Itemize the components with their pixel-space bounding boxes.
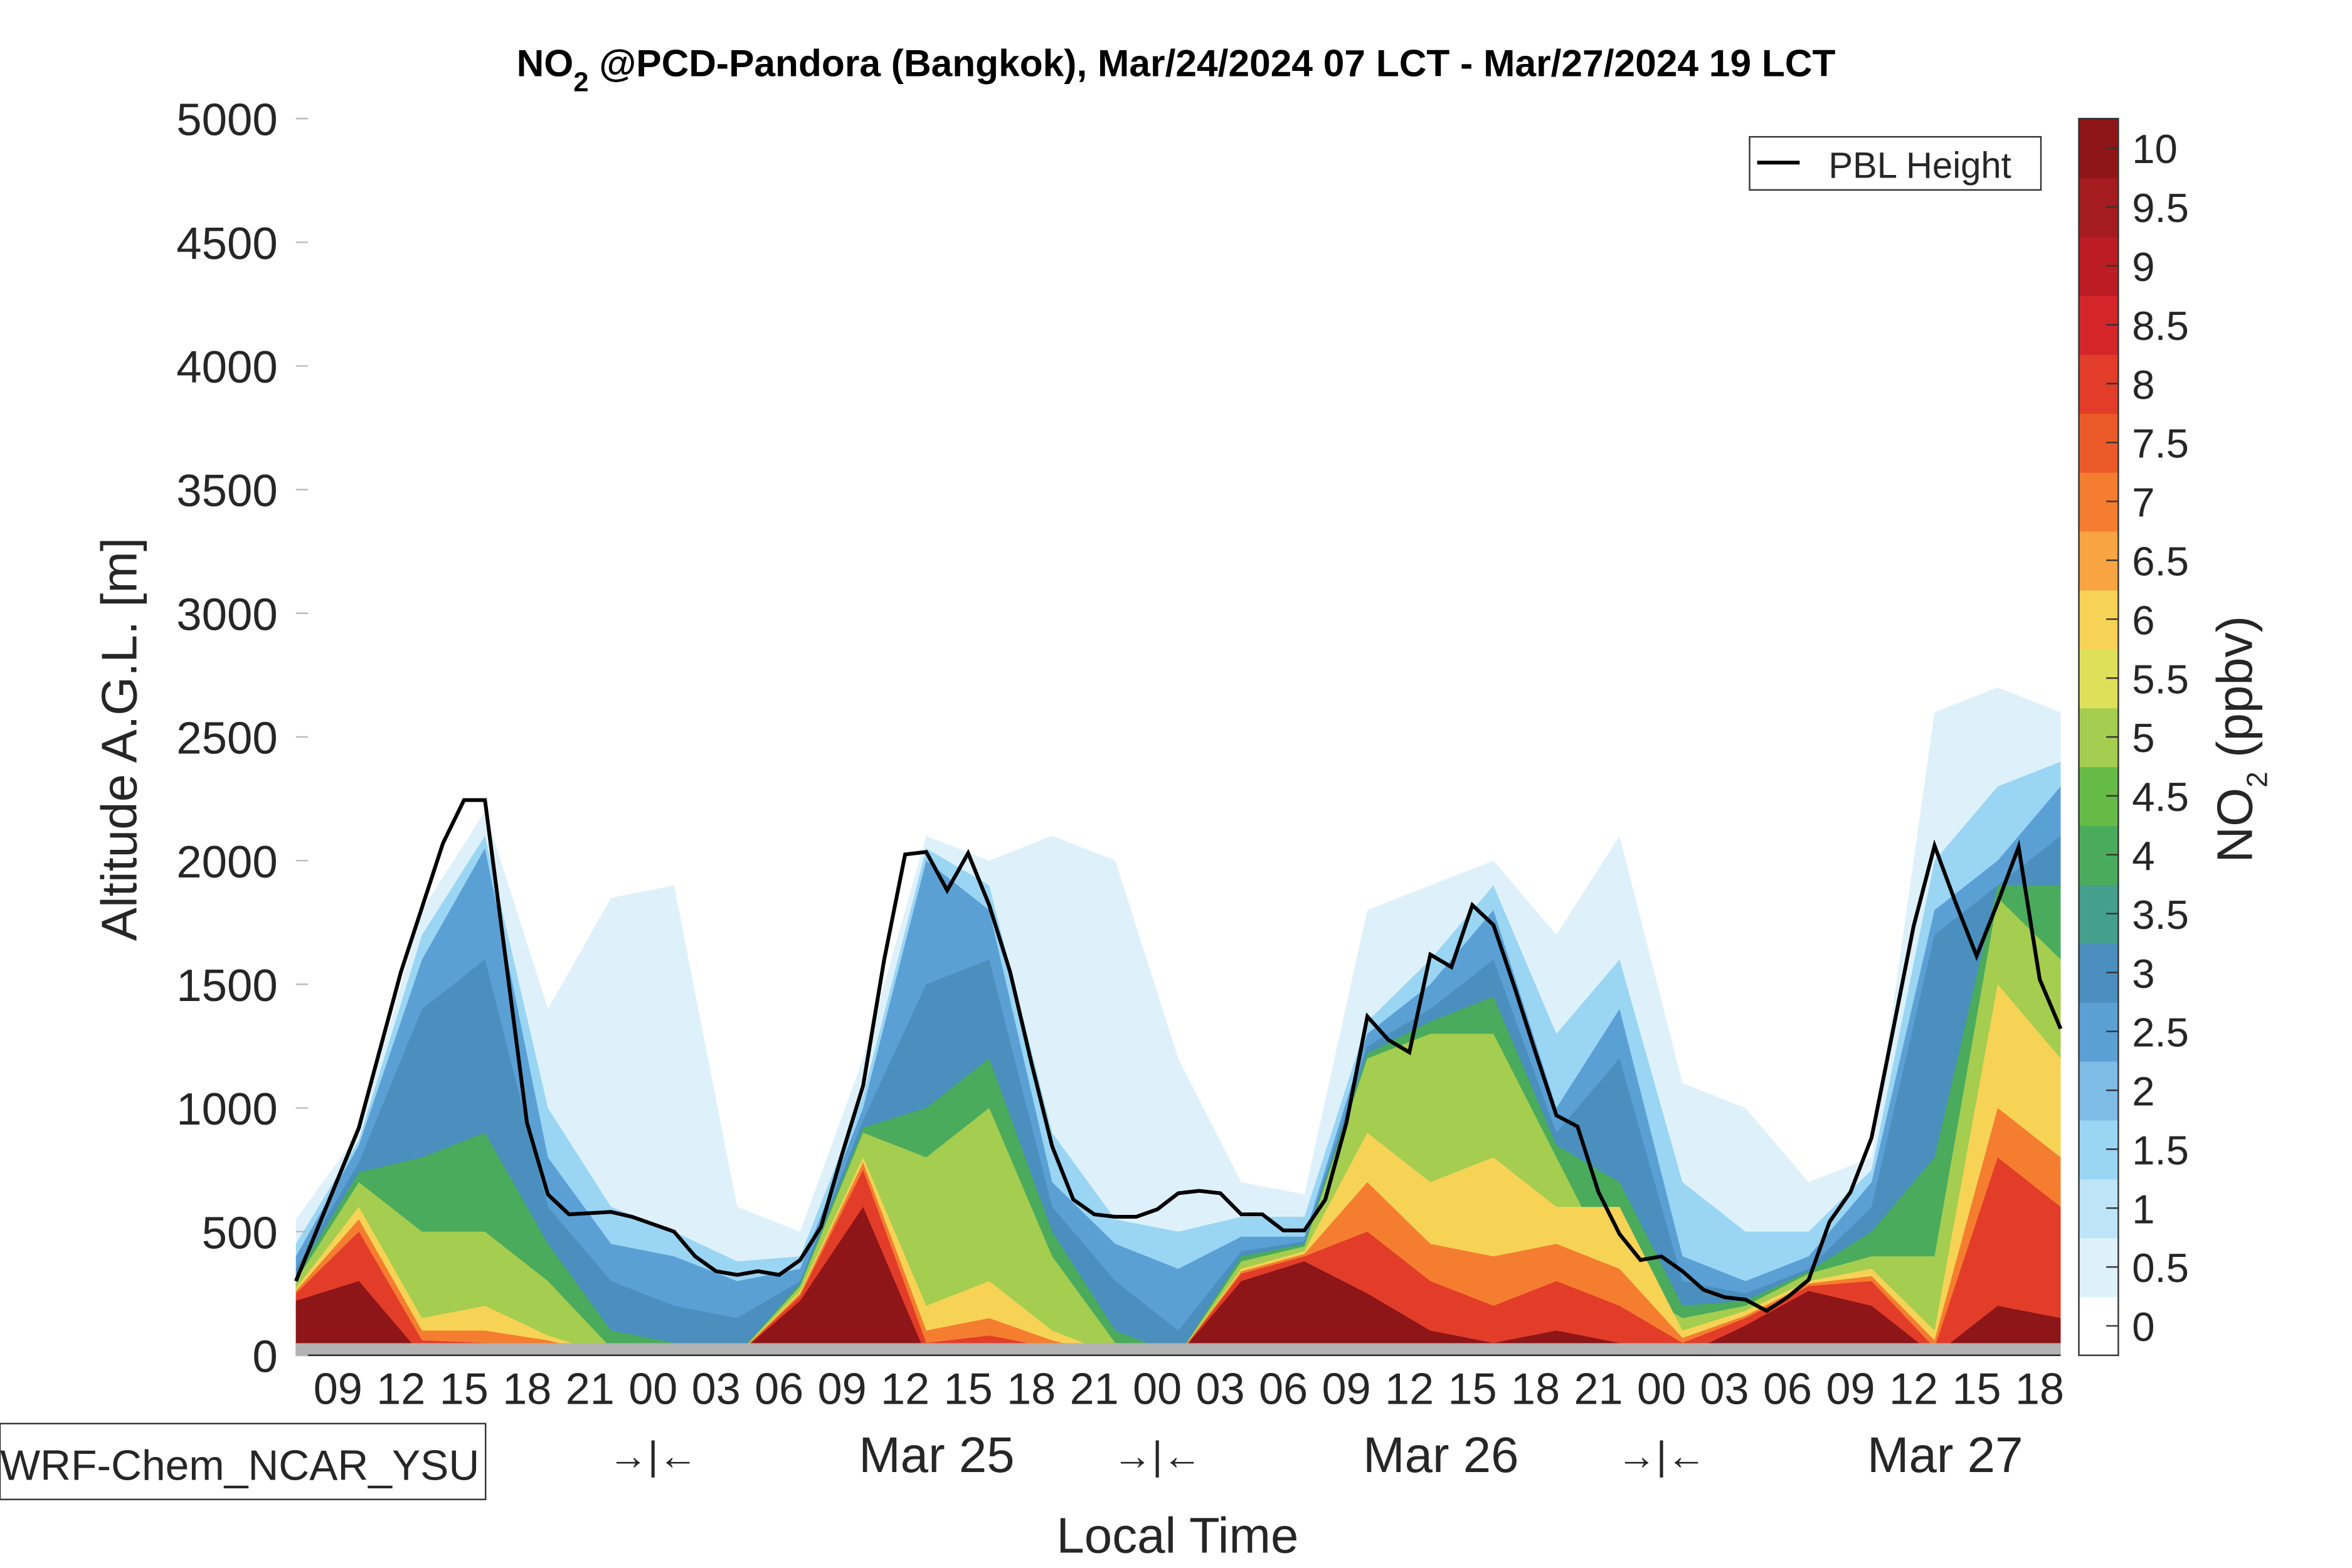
hour-tick-label: 18: [1511, 1364, 1560, 1413]
hour-tick-label: 03: [1700, 1364, 1749, 1413]
x-axis-label: Local Time: [1056, 1507, 1298, 1563]
colorbar-tick-label: 6.5: [2132, 539, 2189, 585]
y-tick-label: 0: [252, 1332, 277, 1382]
y-axis: 0 500 1000 1500 2000 2500 3000 3500 4000 4500 5000: [176, 95, 309, 1382]
colorbar-tick-label: 4.5: [2132, 774, 2189, 820]
contour-band-6: [295, 984, 2061, 1355]
colorbar-tick-label: 4: [2132, 833, 2154, 879]
hour-tick-label: 00: [628, 1364, 677, 1413]
y-tick-label: 5000: [176, 95, 277, 146]
y-axis-label: Altitude A.G.L. [m]: [92, 538, 147, 941]
hour-tick-label: 06: [1763, 1364, 1812, 1413]
hour-tick-label: 12: [1385, 1364, 1434, 1413]
hour-tick-label: 09: [314, 1364, 363, 1413]
hour-tick-label: 00: [1133, 1364, 1182, 1413]
contour-band-7: [295, 1108, 2061, 1355]
day-separator: →|←: [1617, 1434, 1706, 1478]
y-tick-label: 2500: [176, 713, 277, 764]
day-separator: →|←: [608, 1434, 697, 1478]
colorbar-tick-label: 1: [2132, 1186, 2154, 1232]
hour-tick-label: 09: [1322, 1364, 1371, 1413]
pbl-height-line: [294, 798, 2063, 1313]
y-tick-label: 1000: [176, 1084, 277, 1135]
contour-band-8: [295, 1157, 2061, 1355]
y-tick-label: 500: [202, 1207, 278, 1258]
hour-tick-label: 15: [1952, 1364, 2001, 1413]
legend-label: PBL Height: [1828, 145, 2011, 186]
x-axis: 09 12 15 18 21 00 03 06 09 12 15 18 21 00 03 06 09 12 15 18…: [314, 1364, 2064, 1483]
ground-band: [295, 1343, 2061, 1355]
colorbar-label: NO2 (ppbv): [2206, 616, 2273, 863]
hour-tick-label: 03: [1196, 1364, 1245, 1413]
colorbar-tick-label: 8: [2132, 362, 2154, 408]
hour-tick-label: 06: [1259, 1364, 1308, 1413]
contour-band-10: [295, 1207, 2061, 1355]
hour-tick-label: 21: [1070, 1364, 1119, 1413]
colorbar: 0 0.5 1 1.5 2 2.5 3 3.5 4 4.5 5 5.5 6 6.5 7 7.5 8 8.5 9 9.5…: [2078, 117, 2189, 1357]
day-separator: →|←: [1113, 1434, 1202, 1478]
colorbar-tick-label: 2.5: [2132, 1010, 2189, 1056]
hour-tick-label: 15: [440, 1364, 489, 1413]
colorbar-tick-label: 5.5: [2132, 656, 2189, 702]
colorbar-tick-label: 8.5: [2132, 303, 2189, 349]
colorbar-tick-label: 5: [2132, 715, 2154, 761]
colorbar-tick-label: 7.5: [2132, 421, 2189, 467]
y-tick-label: 1500: [176, 960, 277, 1011]
hour-tick-label: 15: [1448, 1364, 1497, 1413]
y-tick-label: 4000: [176, 342, 277, 393]
day-label: Mar 25: [859, 1427, 1014, 1483]
y-tick-label: 3500: [176, 465, 277, 516]
hour-tick-label: 12: [1889, 1364, 1938, 1413]
hour-tick-label: 12: [881, 1364, 930, 1413]
hour-tick-label: 21: [566, 1364, 615, 1413]
colorbar-tick-label: 0.5: [2132, 1245, 2189, 1291]
colorbar-tick-label: 6: [2132, 597, 2154, 643]
y-tick-label: 4500: [176, 218, 277, 269]
plot-area: [294, 687, 2063, 1357]
legend: PBL Height: [1749, 135, 2042, 191]
y-tick-label: 3000: [176, 589, 277, 640]
hour-tick-label: 18: [1007, 1364, 1056, 1413]
hour-tick-label: 00: [1637, 1364, 1686, 1413]
model-label-box: WRF-Chem_NCAR_YSU: [0, 1422, 487, 1500]
hour-tick-label: 06: [755, 1364, 803, 1413]
colorbar-tick-label: 9.5: [2132, 185, 2189, 231]
day-label: Mar 26: [1363, 1427, 1518, 1483]
colorbar-tick-label: 9: [2132, 244, 2154, 290]
hour-tick-label: 21: [1574, 1364, 1623, 1413]
colorbar-tick-label: 0: [2132, 1304, 2154, 1350]
colorbar-tick-label: 3: [2132, 951, 2154, 997]
model-label: WRF-Chem_NCAR_YSU: [0, 1442, 479, 1489]
colorbar-tick-label: 1.5: [2132, 1127, 2189, 1173]
hour-tick-label: 12: [376, 1364, 425, 1413]
hour-tick-label: 18: [2015, 1364, 2064, 1413]
colorbar-tick-label: 7: [2132, 480, 2154, 526]
colorbar-tick-label: 2: [2132, 1069, 2154, 1115]
colorbar-tick-label: 3.5: [2132, 892, 2189, 938]
colorbar-tick-label: 10: [2132, 126, 2178, 172]
hour-tick-label: 03: [692, 1364, 741, 1413]
y-tick-label: 2000: [176, 837, 277, 887]
hour-tick-label: 15: [944, 1364, 993, 1413]
hour-tick-label: 09: [1826, 1364, 1875, 1413]
hour-tick-label: 18: [502, 1364, 551, 1413]
chart-title: NO2 @PCD-Pandora (Bangkok), Mar/24/2024 …: [517, 41, 1836, 97]
day-label: Mar 27: [1867, 1427, 2023, 1483]
hour-tick-label: 09: [818, 1364, 867, 1413]
